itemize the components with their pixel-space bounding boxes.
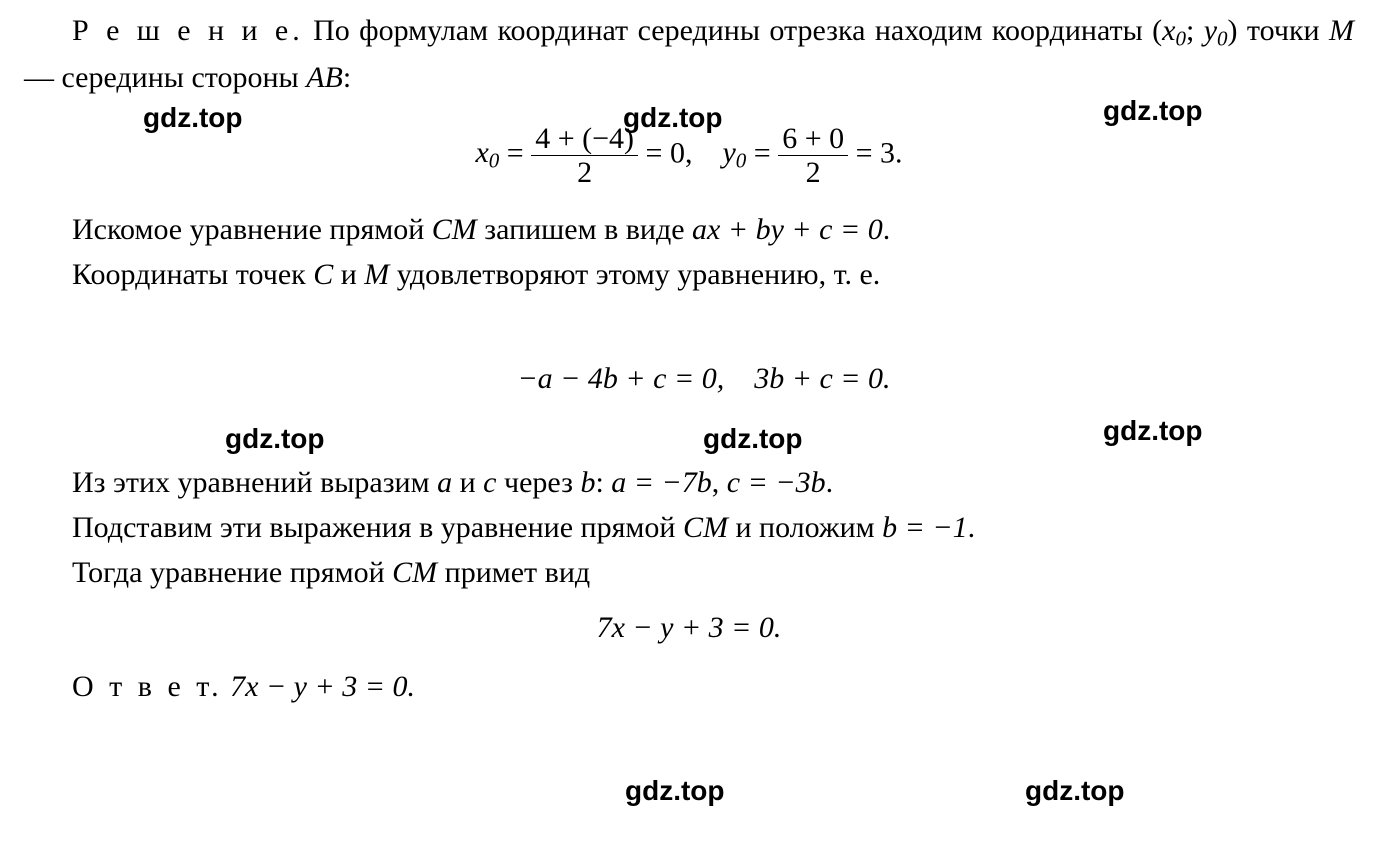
paragraph-coords-satisfy: Координаты точек C и M удовлетворяют это… (24, 252, 1354, 297)
text: : (343, 61, 351, 94)
text: примет вид (437, 556, 590, 589)
eq-c: c = −3b (727, 466, 826, 499)
eq-final: 7x − y + 3 = 0. (597, 611, 782, 644)
paragraph-answer: О т в е т. 7x − y + 3 = 0. (24, 664, 1354, 709)
eq-b: b = −1 (882, 511, 968, 544)
paragraph-line-form: Искомое уравнение прямой CM запишем в ви… (24, 207, 1354, 252)
eq-answer: 7x − y + 3 = 0. (223, 670, 415, 703)
var-CM: CM (683, 511, 728, 544)
text: и положим (728, 511, 882, 544)
paragraph-solution-intro: Р е ш е н и е. По формулам координат сер… (24, 8, 1354, 100)
watermark: gdz.top (625, 775, 725, 807)
var-C: C (313, 258, 333, 291)
text: = 0, (638, 136, 692, 169)
fraction-x0: 4 + (−4)2 (531, 122, 638, 189)
text: = (499, 136, 531, 169)
var-x0: x0 (475, 136, 499, 169)
text: = (746, 136, 778, 169)
gap (692, 136, 722, 169)
var-y0: y0 (722, 136, 746, 169)
text: запишем в виде (477, 213, 692, 246)
var-AB: AB (306, 61, 343, 94)
var-M: M (1329, 14, 1354, 47)
equation-final: 7x − y + 3 = 0. (24, 605, 1354, 650)
eq-system: −a − 4b + c = 0, 3b + c = 0. (517, 362, 890, 395)
text: Координаты точек (72, 258, 313, 291)
text: Тогда уравнение прямой (72, 556, 392, 589)
text: удовлетворяют этому уравнению, т. е. (389, 258, 880, 291)
var-c: c (483, 466, 496, 499)
paragraph-then: Тогда уравнение прямой CM примет вид (24, 550, 1354, 595)
text: Искомое уравнение прямой (72, 213, 432, 246)
paragraph-express-ac: Из этих уравнений выразим a и c через b:… (24, 460, 1354, 505)
text: Из этих уравнений выразим (72, 466, 437, 499)
text: . (883, 213, 891, 246)
equation-midpoint: x0 = 4 + (−4)2 = 0, y0 = 6 + 02 = 3. (24, 122, 1354, 189)
var-a: a (437, 466, 452, 499)
equation-system: −a − 4b + c = 0, 3b + c = 0. (24, 311, 1354, 446)
text: через (497, 466, 581, 499)
watermark: gdz.top (1025, 775, 1125, 807)
text: . (826, 466, 834, 499)
label-answer: О т в е т. (72, 670, 223, 703)
text: По формулам координат середины отрезка н… (304, 14, 1162, 47)
var-y0: y0 (1204, 14, 1228, 47)
text: : (595, 466, 611, 499)
var-CM: CM (392, 556, 437, 589)
eq-a: a = −7b (611, 466, 712, 499)
paragraph-substitute: Подставим эти выражения в уравнение прям… (24, 505, 1354, 550)
var-CM: CM (432, 213, 477, 246)
text: . (968, 511, 976, 544)
fraction-y0: 6 + 02 (778, 122, 848, 189)
eq-axby: ax + by + c = 0 (692, 213, 883, 246)
text: — середины стороны (24, 61, 306, 94)
text: Подставим эти выражения в уравнение прям… (72, 511, 683, 544)
text: = 3. (848, 136, 902, 169)
text: , (712, 466, 727, 499)
text: ; (1186, 14, 1204, 47)
document-body: Р е ш е н и е. По формулам координат сер… (24, 8, 1354, 709)
var-b: b (580, 466, 595, 499)
var-x0: x0 (1162, 14, 1186, 47)
label-solution: Р е ш е н и е. (72, 14, 304, 47)
text: ) точки (1228, 14, 1329, 47)
var-M: M (364, 258, 389, 291)
text: и (452, 466, 483, 499)
text: и (333, 258, 364, 291)
